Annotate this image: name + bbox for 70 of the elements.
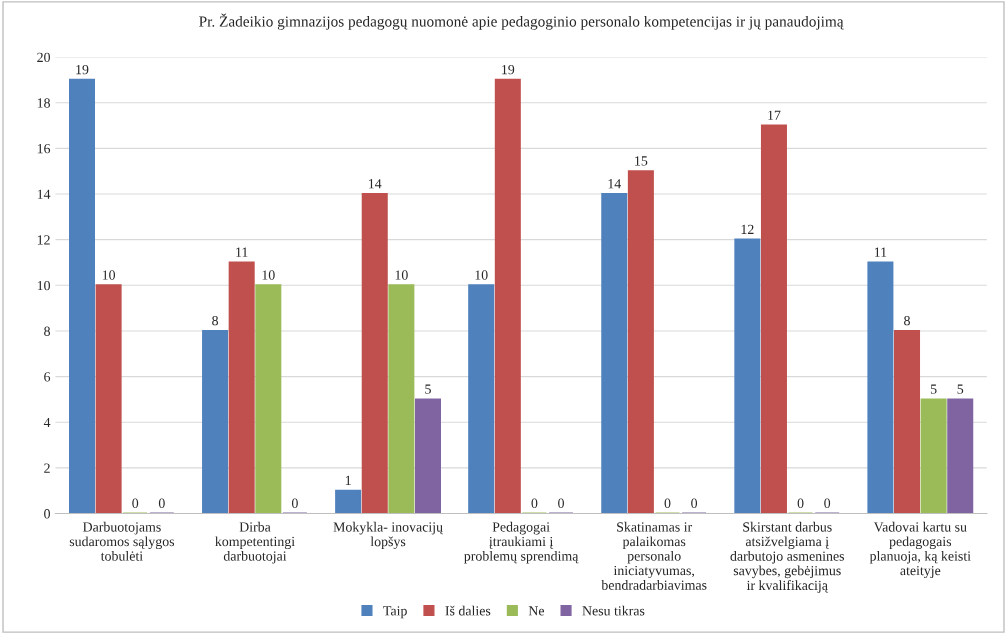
y-tick-label: 14 — [37, 189, 51, 199]
y-tick-label: 16 — [37, 143, 51, 154]
data-label: 5 — [930, 384, 937, 394]
bar — [361, 192, 388, 514]
data-label: 19 — [502, 64, 515, 75]
data-label: 11 — [236, 247, 248, 257]
y-tick-label: 18 — [37, 98, 50, 108]
data-label: 0 — [558, 498, 564, 508]
bar — [627, 170, 654, 514]
data-label: 0 — [824, 498, 831, 508]
data-label: 5 — [957, 384, 964, 394]
legend-label: Ne — [528, 606, 545, 616]
data-label: 12 — [741, 224, 754, 234]
bar — [228, 261, 255, 514]
bar — [601, 192, 628, 514]
data-label: 10 — [102, 270, 116, 280]
x-tick-label: Skatinamas ir palaikomas personalo iniciatyvumas, bendradarbiavimas — [601, 521, 707, 590]
x-tick-label: Darbuotojams sudaromos sąlygos tobulėti — [69, 521, 175, 561]
chart-title: Pr. Žadeikio gimnazijos pedagogų nuomonė apie pedagoginio personalo kompetencijas ir jų panaudojimą — [199, 13, 844, 30]
bar — [388, 284, 415, 514]
legend-label: Taip — [383, 606, 407, 619]
y-tick-label: 2 — [44, 463, 50, 473]
bar — [920, 398, 947, 514]
y-tick-label: 8 — [44, 326, 50, 336]
data-label: 11 — [874, 247, 887, 257]
x-tick-label: Mokykla- inovacijų lopšys — [333, 521, 444, 550]
bar — [760, 124, 787, 514]
data-label: 0 — [691, 498, 698, 508]
data-label: 0 — [291, 498, 298, 508]
bar — [414, 398, 441, 514]
x-tick-label: Vadovai kartu su pedagogais planuoja, ką keisti ateityje — [869, 521, 971, 579]
bar — [894, 329, 921, 514]
y-tick-label: 4 — [43, 417, 51, 428]
data-label: 8 — [212, 315, 219, 326]
data-label: 17 — [768, 110, 781, 120]
data-label: 0 — [797, 498, 804, 508]
bar — [734, 238, 761, 514]
bar — [202, 329, 229, 514]
data-label: 19 — [76, 64, 89, 75]
legend-label: Nesu tikras — [582, 605, 645, 616]
x-tick-label: Pedagogai įtraukiami į problemų sprendimą — [464, 521, 579, 564]
y-tick-label: 10 — [37, 280, 50, 291]
y-tick-label: 6 — [44, 372, 51, 382]
y-tick-label: 12 — [37, 235, 50, 245]
data-label: 10 — [475, 270, 488, 280]
bar — [68, 78, 96, 514]
data-label: 0 — [664, 498, 671, 508]
data-label: 14 — [369, 179, 382, 189]
y-tick-label: 20 — [37, 52, 50, 63]
x-tick-label: Dirba kompetentingi darbuotojai — [215, 521, 295, 564]
data-label: 5 — [425, 384, 431, 394]
bar — [255, 284, 282, 514]
data-label: 0 — [132, 498, 139, 508]
legend-label: Iš dalies — [445, 605, 491, 616]
data-label: 0 — [158, 498, 165, 508]
data-label: 15 — [635, 156, 648, 166]
bar — [335, 489, 362, 514]
y-tick-label: 0 — [44, 509, 50, 519]
x-tick-label: Skirstant darbus atsižvelgiama į darbutojo asmenines savybes, gebėjimus ir kvalifikaciją — [730, 521, 845, 593]
data-label: 0 — [531, 498, 538, 508]
data-label: 14 — [608, 179, 621, 189]
bar — [494, 78, 521, 514]
data-label: 10 — [395, 270, 408, 280]
data-label: 8 — [904, 315, 910, 326]
data-label: 10 — [262, 270, 275, 280]
bar — [95, 284, 122, 514]
data-label: 1 — [345, 475, 351, 485]
bar — [947, 398, 974, 514]
bar — [468, 284, 495, 514]
bar — [867, 261, 894, 514]
